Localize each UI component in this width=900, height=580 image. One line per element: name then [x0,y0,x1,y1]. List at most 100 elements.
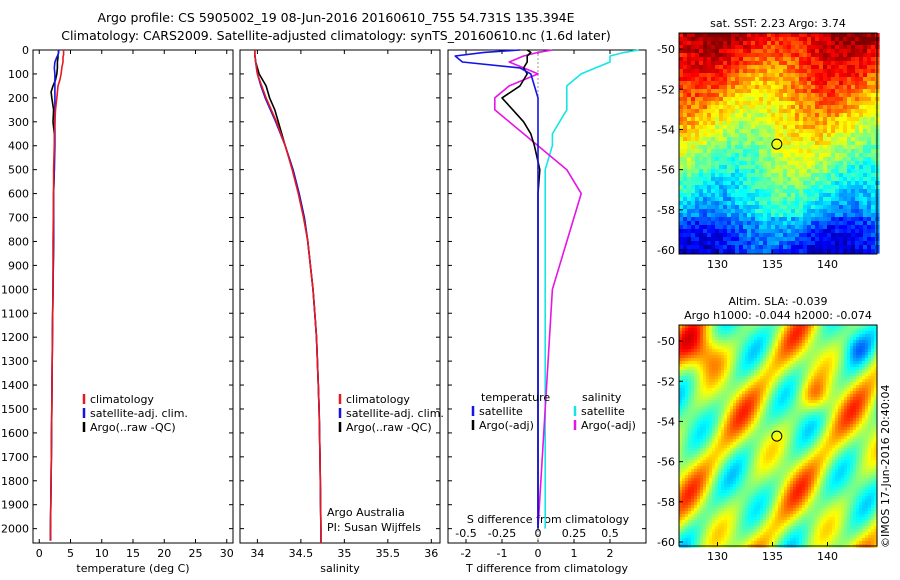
plot-frame [32,49,234,544]
legend-label: satellite-adj. clim. [346,407,444,420]
pi-text: PI: Susan Wijffels [327,521,421,534]
y-tick-label: 1500 [1,403,29,416]
difference-panel: -2 -1 0 1 2 T difference from climatology -0.5… [447,49,647,575]
x-tick-label: 140 [817,258,838,271]
x-tick-label: 135 [762,258,783,271]
y-tick-label: -50 [657,335,675,348]
credit-text: Argo Australia [327,506,405,519]
y-tick-label: 700 [8,212,29,225]
s-tick-label: 0 [535,527,542,540]
x-tick-label: 10 [95,547,109,560]
x-axis-label: salinity [320,562,360,575]
timestamp-text: ©IMOS 17-Jun-2016 20:40:04 [879,384,892,548]
s-tick-label: -0.25 [488,527,516,540]
y-tick-label: 1100 [1,307,29,320]
x-tick-label: 0 [36,547,43,560]
y-tick-label: 0 [22,44,29,57]
y-tick-label: 1700 [1,451,29,464]
legend-label: Argo(..raw -QC) [90,421,176,434]
plot-frame [447,49,647,544]
legend-label: climatology [346,393,410,406]
y-tick-label: 900 [8,259,29,272]
map-field [679,33,880,254]
x-axis-label: temperature (deg C) [76,562,189,575]
x-tick-label: 30 [220,547,234,560]
x-tick-label: 140 [817,550,838,563]
s-tick-label: -0.5 [455,527,476,540]
x-tick-label: 2 [607,547,614,560]
x-tick-label: 0 [535,547,542,560]
x-tick-label: 36 [424,547,438,560]
legend-title: temperature [481,391,550,404]
legend-label: satellite [581,405,625,418]
y-tick-label: 1000 [1,283,29,296]
x-tick-label: 135 [762,550,783,563]
x-axis-label: T difference from climatology [465,562,628,575]
map-title: Altim. SLA: -0.039 [728,295,827,308]
sst-map-panel: 130 135 140 -50 -52 -54 -56 -58 -60 sat. SST: 2.2… [657,17,880,271]
y-tick-label: 500 [8,164,29,177]
x-tick-label: 35 [337,547,351,560]
s-axis-label: S difference from climatology [467,513,630,526]
y-tick-label: -52 [657,83,675,96]
y-tick-label: -60 [657,244,675,257]
y-tick-label: 2000 [1,523,29,536]
y-tick-label: -52 [657,375,675,388]
y-tick-label: 1900 [1,499,29,512]
y-tick-label: -50 [657,43,675,56]
y-tick-label: -54 [657,415,675,428]
y-tick-label: -56 [657,164,675,177]
legend-label: Argo(-adj) [479,419,534,432]
argo-location-marker [771,430,783,442]
s-tick-label: 0.25 [562,527,587,540]
x-tick-label: 20 [157,547,171,560]
map-subtitle: Argo h1000: -0.044 h2000: -0.074 [684,309,872,322]
argo-location-marker [771,138,783,150]
plot-frame [239,49,441,544]
x-tick-label: 35.5 [376,547,401,560]
temperature-line-0 [49,50,65,541]
s-tick-label: 0.5 [601,527,619,540]
figure-title-line2: Climatology: CARS2009. Satellite-adjuste… [61,28,611,43]
legend-label: Argo(-adj) [581,419,636,432]
y-tick-label: -60 [657,536,675,549]
map-title: sat. SST: 2.23 Argo: 3.74 [710,17,846,30]
legend-label: climatology [90,393,154,406]
sal-satellite-line [544,49,639,529]
map-frame [678,32,878,255]
x-tick-label: 34 [250,547,264,560]
t-satellite-line [454,49,539,529]
y-tick-label: 100 [8,68,29,81]
y-tick-label: -54 [657,123,675,136]
x-tick-label: 130 [707,258,728,271]
y-tick-label: -58 [657,204,675,217]
map-frame [678,324,878,547]
legend-label: satellite [479,405,523,418]
x-tick-label: -1 [497,547,508,560]
y-tick-label: 1600 [1,427,29,440]
figure-title-line1: Argo profile: CS 5905002_19 08-Jun-2016 … [97,10,574,25]
y-tick-label: 1400 [1,379,29,392]
y-tick-label: 300 [8,116,29,129]
x-tick-label: 130 [707,550,728,563]
x-tick-label: 25 [189,547,203,560]
sla-map-panel: 130 135 140 -50 -52 -54 -56 -58 -60 Altim. SLA: -… [657,295,878,563]
x-tick-label: 5 [67,547,74,560]
temperature-panel: 0100200300400500600700800900100011001200… [1,44,234,575]
sal-argo-line [493,49,583,529]
x-tick-label: 34.5 [289,547,314,560]
map-field [679,325,878,548]
salinity-line-0 [254,50,322,543]
y-tick-label: 400 [8,140,29,153]
legend-label: satellite-adj. clim. [90,407,188,420]
y-tick-label: -58 [657,496,675,509]
x-tick-label: -2 [461,547,472,560]
y-tick-label: 200 [8,92,29,105]
y-tick-label: 600 [8,188,29,201]
y-tick-label: 800 [8,235,29,248]
y-tick-label: 1800 [1,475,29,488]
y-tick-label: 1200 [1,331,29,344]
y-tick-label: 1300 [1,355,29,368]
salinity-panel: 34 34.5 35 35.5 36 salinity climatologysatelli… [239,49,444,575]
